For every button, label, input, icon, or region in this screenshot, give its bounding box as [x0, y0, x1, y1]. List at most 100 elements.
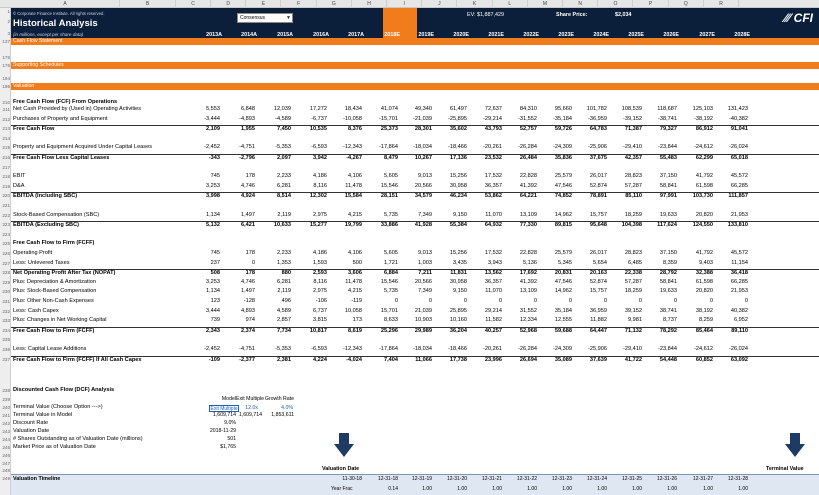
table-cell[interactable]: -6,593 — [311, 144, 327, 151]
table-cell[interactable]: 104,398 — [621, 222, 642, 229]
table-cell[interactable]: 17,136 — [449, 155, 467, 161]
table-cell[interactable]: 28,823 — [624, 250, 642, 256]
row-number[interactable]: 220 — [2, 193, 10, 199]
table-cell[interactable]: 64,932 — [484, 222, 502, 229]
table-cell[interactable]: 19,633 — [659, 288, 677, 295]
row-number[interactable]: 222 — [2, 212, 10, 218]
table-cell[interactable]: 71,132 — [624, 327, 642, 334]
row-number[interactable]: 240 — [2, 405, 10, 410]
table-cell[interactable]: 125,103 — [692, 106, 713, 112]
table-cell[interactable]: -2,452 — [204, 346, 220, 352]
table-cell[interactable]: 178 — [245, 270, 255, 277]
section-cash-flow-statement[interactable]: Cash Flow Statement — [11, 38, 819, 45]
table-cell[interactable]: 55,384 — [449, 222, 467, 229]
table-cell[interactable]: 2,233 — [277, 250, 291, 256]
table-cell[interactable]: 4,215 — [348, 211, 362, 218]
table-cell[interactable]: -15,701 — [379, 115, 398, 122]
row-number[interactable]: 228 — [2, 270, 10, 276]
table-cell[interactable]: 37,675 — [589, 155, 607, 161]
table-cell[interactable]: 25,895 — [449, 307, 467, 314]
table-cell[interactable]: 40,257 — [484, 327, 502, 334]
column-header-m[interactable]: M — [528, 0, 563, 8]
table-cell[interactable]: 35,836 — [554, 155, 572, 161]
table-cell[interactable]: -5,353 — [275, 144, 291, 151]
row-number[interactable]: 243 — [2, 429, 10, 434]
table-cell[interactable]: 89,815 — [554, 222, 572, 229]
table-cell[interactable]: 54,448 — [659, 356, 677, 363]
table-cell[interactable]: 36,959 — [589, 307, 607, 314]
table-cell[interactable]: 35,184 — [554, 307, 572, 314]
table-cell[interactable]: 85,110 — [625, 193, 642, 200]
table-cell[interactable]: 57,287 — [624, 278, 642, 285]
table-cell[interactable]: 61,497 — [449, 106, 467, 112]
table-cell[interactable]: 23,996 — [484, 356, 502, 363]
table-cell[interactable]: -24,612 — [694, 346, 713, 352]
table-cell[interactable]: 4,893 — [241, 307, 255, 314]
table-cell[interactable]: 4,746 — [241, 278, 255, 285]
table-cell[interactable]: 10,267 — [414, 155, 432, 161]
table-cell[interactable]: 95,648 — [589, 222, 607, 229]
row-number[interactable]: 223 — [2, 222, 10, 228]
column-header-d[interactable]: D — [211, 0, 247, 8]
table-cell[interactable]: 1,134 — [206, 211, 220, 218]
table-cell[interactable]: -40,382 — [729, 115, 748, 122]
column-header-n[interactable]: N — [563, 0, 599, 8]
table-cell[interactable]: -4,024 — [346, 356, 362, 363]
table-cell[interactable]: -20,261 — [483, 346, 502, 352]
table-cell[interactable]: 18,434 — [344, 106, 362, 112]
table-cell[interactable]: 9,403 — [699, 259, 713, 266]
table-cell[interactable]: -29,214 — [483, 115, 502, 122]
table-cell[interactable]: 22,828 — [519, 173, 537, 180]
table-cell[interactable]: 8,479 — [384, 155, 398, 161]
table-cell[interactable]: -25,906 — [588, 346, 607, 352]
table-cell[interactable]: 6,421 — [241, 222, 255, 229]
row-number[interactable]: 210 — [2, 100, 10, 105]
column-header-i[interactable]: I — [387, 0, 423, 8]
table-cell[interactable]: -106 — [315, 298, 327, 304]
table-cell[interactable]: -10,058 — [343, 115, 362, 122]
table-cell[interactable]: -38,741 — [658, 115, 677, 122]
table-cell[interactable]: -6,593 — [311, 346, 327, 352]
table-cell[interactable]: -18,034 — [413, 144, 432, 151]
table-cell[interactable]: -2,452 — [204, 144, 220, 151]
table-cell[interactable]: 53,862 — [484, 193, 502, 200]
table-cell[interactable]: -2,377 — [239, 356, 255, 363]
table-cell[interactable]: 6,281 — [277, 182, 291, 189]
row-number[interactable]: 241 — [2, 413, 10, 418]
table-cell[interactable]: 79,327 — [659, 126, 677, 133]
table-cell[interactable]: 37,150 — [659, 250, 677, 256]
table-cell[interactable]: 2,109 — [206, 126, 220, 133]
row-number[interactable]: 242 — [2, 421, 10, 426]
table-cell[interactable]: 2,975 — [313, 288, 327, 295]
table-cell[interactable]: 11,070 — [485, 211, 502, 218]
terminal-value-option-select[interactable]: Exit Multiple — [209, 405, 239, 412]
table-cell[interactable]: -39,152 — [623, 115, 642, 122]
table-cell[interactable]: 7,450 — [277, 126, 291, 133]
table-cell[interactable]: 11,478 — [345, 278, 362, 285]
table-cell[interactable]: 41,928 — [414, 222, 432, 229]
table-cell[interactable]: 18,259 — [624, 288, 642, 295]
row-number[interactable]: 233 — [2, 318, 10, 324]
table-cell[interactable]: -4,893 — [239, 115, 255, 122]
table-cell[interactable]: 20,831 — [554, 270, 572, 277]
table-cell[interactable]: 17,532 — [484, 250, 502, 256]
table-cell[interactable]: 5,735 — [384, 211, 398, 218]
row-number[interactable]: 238 — [2, 388, 10, 393]
table-cell[interactable]: 8,116 — [313, 182, 327, 189]
table-cell[interactable]: 3,998 — [206, 193, 220, 200]
table-cell[interactable]: 8,514 — [277, 193, 291, 200]
table-cell[interactable]: 5,605 — [384, 250, 398, 256]
table-cell[interactable]: 49,340 — [414, 106, 432, 112]
table-cell[interactable]: 64,783 — [589, 126, 607, 133]
table-cell[interactable]: 41,792 — [695, 173, 713, 180]
table-cell[interactable]: 60,852 — [695, 356, 713, 363]
table-cell[interactable]: 117,624 — [657, 222, 677, 229]
row-number[interactable]: 217 — [2, 164, 10, 170]
table-cell[interactable]: 4,186 — [313, 173, 327, 180]
row-number[interactable]: 216 — [2, 155, 10, 160]
table-cell[interactable]: 131,423 — [727, 106, 748, 112]
table-cell[interactable]: 496 — [281, 298, 291, 304]
table-cell[interactable]: 11,582 — [485, 317, 502, 324]
table-cell[interactable]: 11,154 — [731, 259, 748, 266]
table-cell[interactable]: -24,309 — [553, 144, 572, 151]
